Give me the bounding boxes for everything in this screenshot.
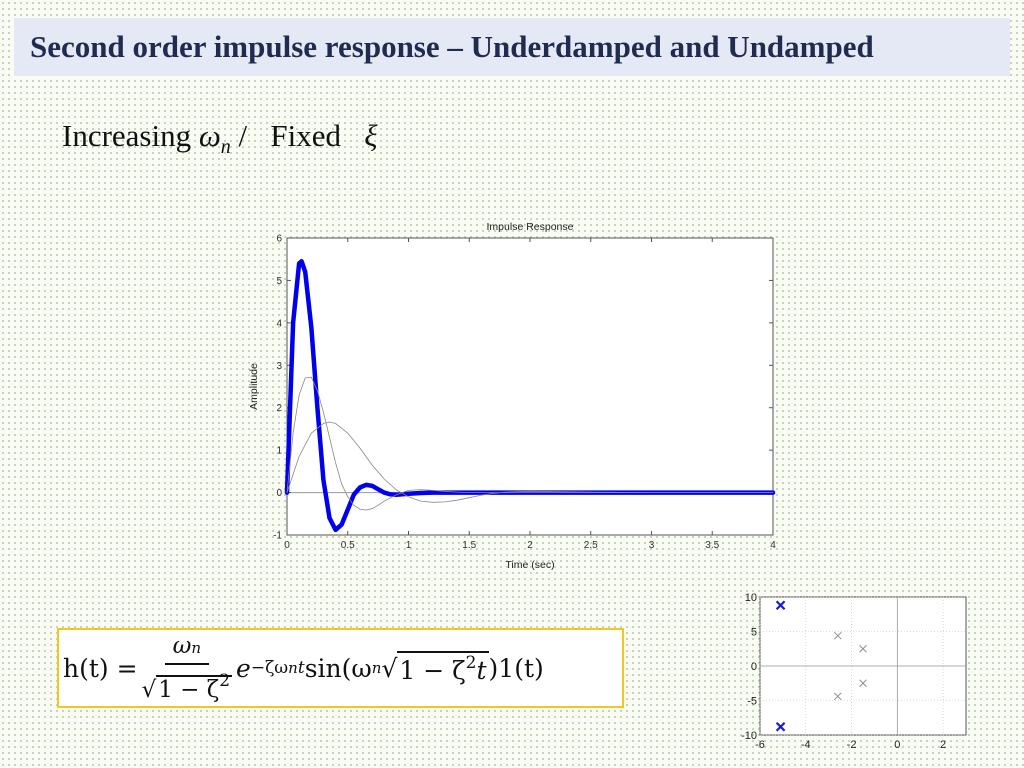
subtitle-separator: / xyxy=(238,118,248,153)
formula-numerator: ωn xyxy=(164,631,210,665)
pole-marker-stroke xyxy=(834,631,842,640)
pole-y-tick-label: -5 xyxy=(747,696,757,708)
pole-zero-map: -6 -4 -2 0 2 -10 -5 0 5 10 xyxy=(741,592,967,751)
formula-tail: )1(t) xyxy=(488,653,544,683)
formula-radical: √ xyxy=(381,653,398,683)
y-tick-label: -1 xyxy=(273,531,282,542)
slide-title: Second order impulse response – Underdam… xyxy=(30,29,874,64)
omega-symbol: ω xyxy=(198,118,221,153)
formula-numerator-sub: n xyxy=(191,638,202,657)
x-tick-label: 0.5 xyxy=(341,540,355,551)
pole-x-tick-label: -2 xyxy=(847,739,857,751)
formula-sin-sub: n xyxy=(371,659,382,677)
formula-radical-t: t xyxy=(476,656,487,685)
subtitle-prefix: Increasing xyxy=(62,118,192,153)
y-tick-label: 4 xyxy=(276,318,282,329)
y-tick-label: 2 xyxy=(276,403,282,414)
formula-exp-t: t xyxy=(297,658,305,678)
formula-exp-text: −ζω xyxy=(250,658,289,678)
x-tick-label: 2 xyxy=(527,540,533,551)
y-tick-label: 6 xyxy=(276,234,282,245)
y-tick-label: 1 xyxy=(276,446,282,457)
pole-marker-stroke xyxy=(859,679,867,688)
formula-radical-body: 1 − ζ2t xyxy=(397,651,489,685)
x-axis-label: Time (sec) xyxy=(505,559,554,571)
series-line-2 xyxy=(286,421,774,503)
formula-numerator-omega: ω xyxy=(172,632,192,659)
formula-den-exp: 2 xyxy=(219,670,231,691)
formula-den-body: 1 − ζ2 xyxy=(156,671,233,703)
pole-marker-stroke xyxy=(775,600,786,611)
pole-marker xyxy=(834,692,842,701)
x-tick-label: 2.5 xyxy=(584,540,598,551)
pole-marker-stroke xyxy=(775,721,786,732)
pole-marker xyxy=(834,631,842,640)
formula-radical-exp: 2 xyxy=(465,653,477,673)
pole-marker xyxy=(859,644,867,653)
pole-y-tick-label: 0 xyxy=(751,661,757,673)
formula-denominator: √1 − ζ2 xyxy=(141,665,233,706)
pole-x-tick-label: -4 xyxy=(801,739,811,751)
omega-subscript: n xyxy=(220,136,231,159)
pole-y-tick-label: 5 xyxy=(751,627,757,639)
pole-marker-highlight xyxy=(775,721,786,732)
y-tick-label: 5 xyxy=(276,276,282,287)
formula-fraction: ωn √1 − ζ2 xyxy=(141,631,233,706)
x-tick-label: 3.5 xyxy=(705,540,719,551)
pole-marker-stroke xyxy=(859,644,867,653)
pole-marker-highlight xyxy=(775,600,786,611)
impulse-response-formula: h(t) = ωn √1 − ζ2 e −ζωnt sin(ω n √ 1 − ζ2t)… xyxy=(57,628,624,708)
formula-lhs: h(t) = xyxy=(63,653,138,683)
series-line-1 xyxy=(286,376,774,511)
pole-x-tick-label: 0 xyxy=(894,739,900,751)
x-tick-label: 1 xyxy=(406,540,412,551)
formula-exponent: −ζωnt xyxy=(251,658,305,678)
pole-x-tick-label: 2 xyxy=(940,739,946,751)
chart-title: Impulse Response xyxy=(487,221,574,233)
y-tick-label: 3 xyxy=(276,361,282,372)
formula-exp-sub: n xyxy=(288,659,298,677)
subtitle-fixed: Fixed xyxy=(270,118,341,153)
formula-radical-text: 1 − ζ xyxy=(399,656,466,685)
formula-e: e xyxy=(236,653,251,683)
title-bar: Second order impulse response – Underdam… xyxy=(14,18,1010,76)
y-axis-label: Amplitude xyxy=(248,363,260,410)
y-tick-label: 0 xyxy=(276,488,282,499)
pole-y-tick-label: -10 xyxy=(741,730,757,742)
pole-y-tick-label: 10 xyxy=(745,592,757,604)
formula-den-radical: √ xyxy=(141,676,157,703)
series-line-highlight xyxy=(284,259,776,533)
formula-den-text: 1 − ζ xyxy=(158,676,220,703)
x-tick-label: 0 xyxy=(284,540,290,551)
slide-subtitle: Increasing ωn / Fixed ξ xyxy=(62,118,378,159)
xi-symbol: ξ xyxy=(364,118,378,153)
x-tick-label: 4 xyxy=(770,540,776,551)
x-tick-label: 1.5 xyxy=(462,540,476,551)
x-tick-label: 3 xyxy=(649,540,655,551)
pole-x-tick-label: -6 xyxy=(755,739,765,751)
pole-marker-stroke xyxy=(834,692,842,701)
formula-sin: sin(ω xyxy=(304,653,372,683)
pole-marker xyxy=(859,679,867,688)
